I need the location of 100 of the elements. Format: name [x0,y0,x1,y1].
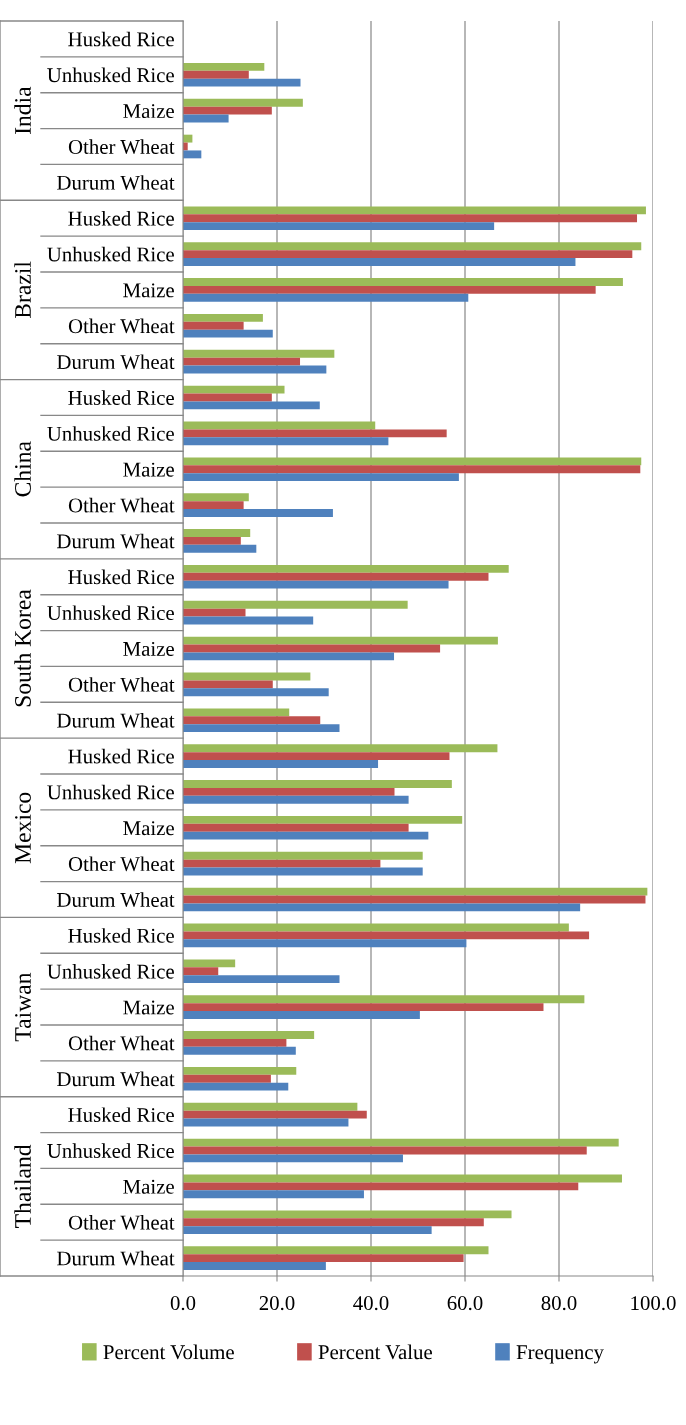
bar [183,851,423,860]
x-tick-label: 20.0 [259,1296,295,1311]
x-tick-label: 40.0 [353,1296,389,1311]
y-tick-label: Durum Wheat [57,354,175,370]
text: India [14,86,31,135]
bar [183,1074,271,1083]
bar [183,1031,315,1039]
bar [183,580,449,589]
bar [183,887,648,896]
bar [183,473,459,482]
bar [183,975,340,984]
bar [183,313,263,322]
bar [183,716,321,725]
bar [183,815,463,824]
bar [183,501,244,510]
y-tick-label: Other Wheat [68,1214,175,1230]
bar [183,795,409,804]
y-tick-label: Husked Rice [68,928,174,943]
bar [183,572,489,581]
y-tick-label: Unhusked Rice [47,1143,174,1158]
bar [183,401,320,410]
y-tick-label: Durum Wheat [57,1250,175,1266]
bar [183,1226,432,1235]
x-tick-label: 60.0 [447,1296,483,1311]
y-tick-label: Other Wheat [68,318,175,334]
y-tick-label: Other Wheat [68,139,175,155]
legend-label: Frequency [516,1345,604,1364]
bar [183,106,272,115]
bar [183,329,273,338]
bar [183,1011,420,1019]
bar [183,1102,358,1111]
text: Thailand [14,1144,31,1228]
bar [183,321,244,330]
text: Taiwan [15,972,31,1042]
y-tick-label: Unhusked Rice [47,605,174,621]
bar [183,385,285,394]
y-tick-label: Husked Rice [68,748,174,764]
bar [183,823,409,832]
text: Brazil [14,261,31,319]
y-tick-label: Durum Wheat [57,892,175,908]
y-tick-label: Other Wheat [68,856,175,872]
y-tick-label: Maize [123,821,174,836]
bar [183,564,509,573]
y-tick-label: Other Wheat [68,1035,175,1051]
y-tick-label: Maize [123,641,174,656]
bar [183,859,381,868]
bar [183,939,467,948]
text: South Korea [14,589,31,707]
bar [183,293,469,302]
bar [183,931,590,940]
y-tick-label: Maize [123,462,174,477]
bar [183,493,249,502]
y-tick-label: Maize [123,1000,174,1015]
bar [183,708,290,717]
y-tick-label: Husked Rice [68,210,174,226]
bar [183,1046,296,1055]
x-tick-label: 80.0 [541,1296,577,1311]
bar [183,1066,297,1075]
bar [183,357,301,366]
bar [183,1210,512,1219]
bar [183,1190,364,1199]
bar [183,1262,326,1270]
y-tick-label: Unhusked Rice [47,246,174,262]
bar [183,1182,579,1191]
bar [183,1038,287,1047]
bar [183,652,395,661]
bar [183,150,202,159]
y-tick-label: Maize [123,283,174,298]
bar [183,1110,367,1119]
bar [183,959,236,968]
bar [183,70,249,79]
bar [183,222,495,231]
bar [183,465,641,474]
bar [183,1138,619,1147]
bar [183,787,395,796]
bar [183,214,638,223]
y-tick-label: Husked Rice [68,569,174,585]
bar [183,600,408,609]
bar [183,250,633,259]
bar [183,349,335,358]
bar [183,744,498,753]
x-tick-label: 0.0 [170,1296,196,1311]
bar [183,242,642,251]
bar [183,529,251,537]
bar [183,258,576,266]
bar [183,995,585,1004]
bar [183,608,246,617]
bar [183,903,581,912]
y-tick-label: Husked Rice [68,390,174,405]
legend-label: Percent Value [318,1344,432,1360]
text: China [14,441,31,497]
bar [183,724,340,733]
y-tick-label: Husked Rice [68,31,174,47]
bar [183,636,498,645]
legend-label: Percent Volume [103,1344,234,1360]
bar [183,760,379,768]
bar [183,437,389,446]
bar [183,1218,484,1227]
bar [183,1003,544,1012]
bar [183,831,429,840]
